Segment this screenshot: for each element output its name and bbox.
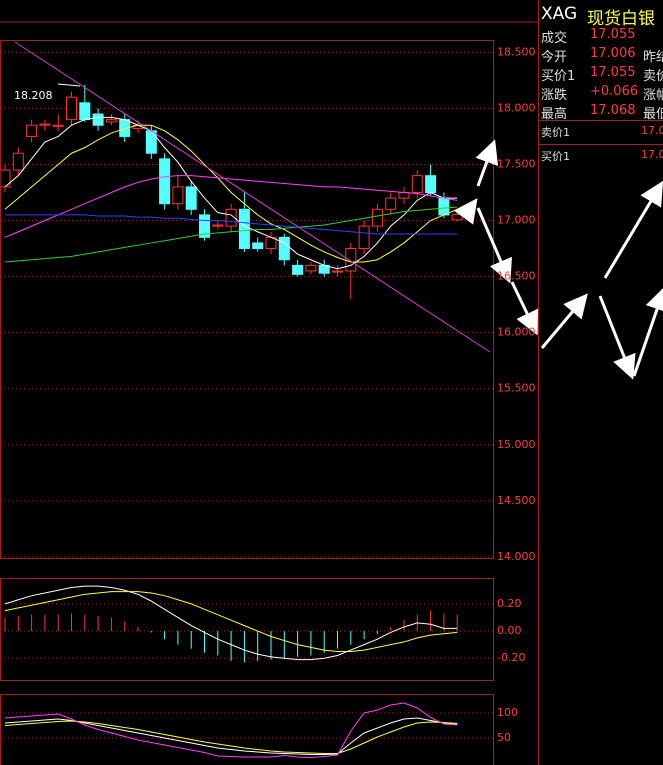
series-line <box>4 585 458 661</box>
candle-body <box>238 208 250 250</box>
row-label: 卖价 <box>643 69 663 84</box>
panel <box>0 51 493 558</box>
row-label: 涨跌 <box>541 88 568 103</box>
y-tick-label: 16.000 <box>497 326 536 339</box>
series-line <box>4 702 458 759</box>
candle-body <box>92 113 104 126</box>
row-label: 最高 <box>541 107 568 122</box>
row-label: 最低 <box>643 107 663 122</box>
high-label: 18.208 <box>14 89 53 102</box>
y-tick-label: -0.20 <box>497 651 525 664</box>
label-leader <box>57 83 81 87</box>
row-value: 17.055 <box>590 27 636 42</box>
candle-body <box>278 236 290 261</box>
candle-body <box>385 197 397 210</box>
row-value: 17.006 <box>590 46 636 61</box>
row-label: 买价1 <box>541 69 576 84</box>
series-line <box>4 175 458 238</box>
candle-body <box>225 208 237 227</box>
y-tick-label: 50 <box>497 731 511 744</box>
candle-body <box>398 191 410 199</box>
trend-line <box>14 41 491 353</box>
bid-price: 17.0 <box>641 148 663 161</box>
row-value: +0.066 <box>590 84 639 99</box>
y-tick-label: 15.000 <box>497 438 536 451</box>
candle-body <box>252 242 264 250</box>
row-label: 今开 <box>541 50 568 65</box>
y-tick-label: 0.20 <box>497 597 522 610</box>
candle-body <box>172 186 184 205</box>
instrument-name: 现货白银 <box>587 9 655 29</box>
divider <box>539 144 663 145</box>
divider <box>539 120 663 121</box>
candle-body <box>332 270 343 273</box>
candle-body <box>12 152 24 171</box>
candle-body <box>105 119 117 123</box>
panel <box>0 585 493 663</box>
candle-body <box>145 130 157 154</box>
row-label: 涨幅 <box>643 88 663 103</box>
candle-body <box>345 248 357 272</box>
candle-body <box>425 175 437 193</box>
candle-body <box>438 197 450 216</box>
series-line <box>4 124 458 263</box>
candle-body <box>79 102 91 121</box>
candle-body <box>212 224 224 227</box>
row-label: 成交 <box>541 31 568 46</box>
candle-body <box>292 264 304 275</box>
candle-body <box>52 124 64 127</box>
candle-body <box>39 123 51 126</box>
candle-body <box>305 264 317 272</box>
ask-label: 卖价1 <box>541 126 570 139</box>
y-tick-label: 16.500 <box>497 270 536 283</box>
frame <box>0 694 494 765</box>
y-tick-label: 100 <box>497 706 518 719</box>
frame <box>0 578 494 681</box>
candle-body <box>451 213 463 221</box>
series-line <box>4 206 458 263</box>
y-tick-label: 17.500 <box>497 157 536 170</box>
y-tick-label: 18.500 <box>497 45 536 58</box>
ask-price: 17.0 <box>641 124 663 137</box>
row-value: 17.068 <box>590 103 636 118</box>
candle-body <box>199 214 210 238</box>
candle-body <box>26 124 38 137</box>
row-label: 昨结 <box>643 50 663 65</box>
symbol: XAG <box>541 4 578 24</box>
series-line <box>5 214 458 235</box>
frame <box>0 40 494 559</box>
y-tick-label: 17.000 <box>497 214 536 227</box>
panel <box>0 702 493 759</box>
series-line <box>4 591 458 652</box>
y-tick-label: 15.500 <box>497 382 536 395</box>
series-line <box>4 720 458 754</box>
candle-body <box>159 158 171 205</box>
series-line <box>4 717 458 755</box>
candle-body <box>358 225 370 250</box>
row-value: 17.055 <box>590 65 636 80</box>
candle-body <box>66 96 77 121</box>
bid-label: 买价1 <box>541 150 570 163</box>
series-line <box>4 116 458 270</box>
arrows <box>453 139 663 380</box>
y-tick-label: 14.500 <box>497 494 536 507</box>
y-tick-label: 18.000 <box>497 101 536 114</box>
candle-body <box>411 175 423 193</box>
candle-body <box>185 186 197 210</box>
y-tick-label: 0.00 <box>497 624 522 637</box>
candle-body <box>371 208 383 227</box>
y-tick-label: 14.000 <box>497 550 536 563</box>
